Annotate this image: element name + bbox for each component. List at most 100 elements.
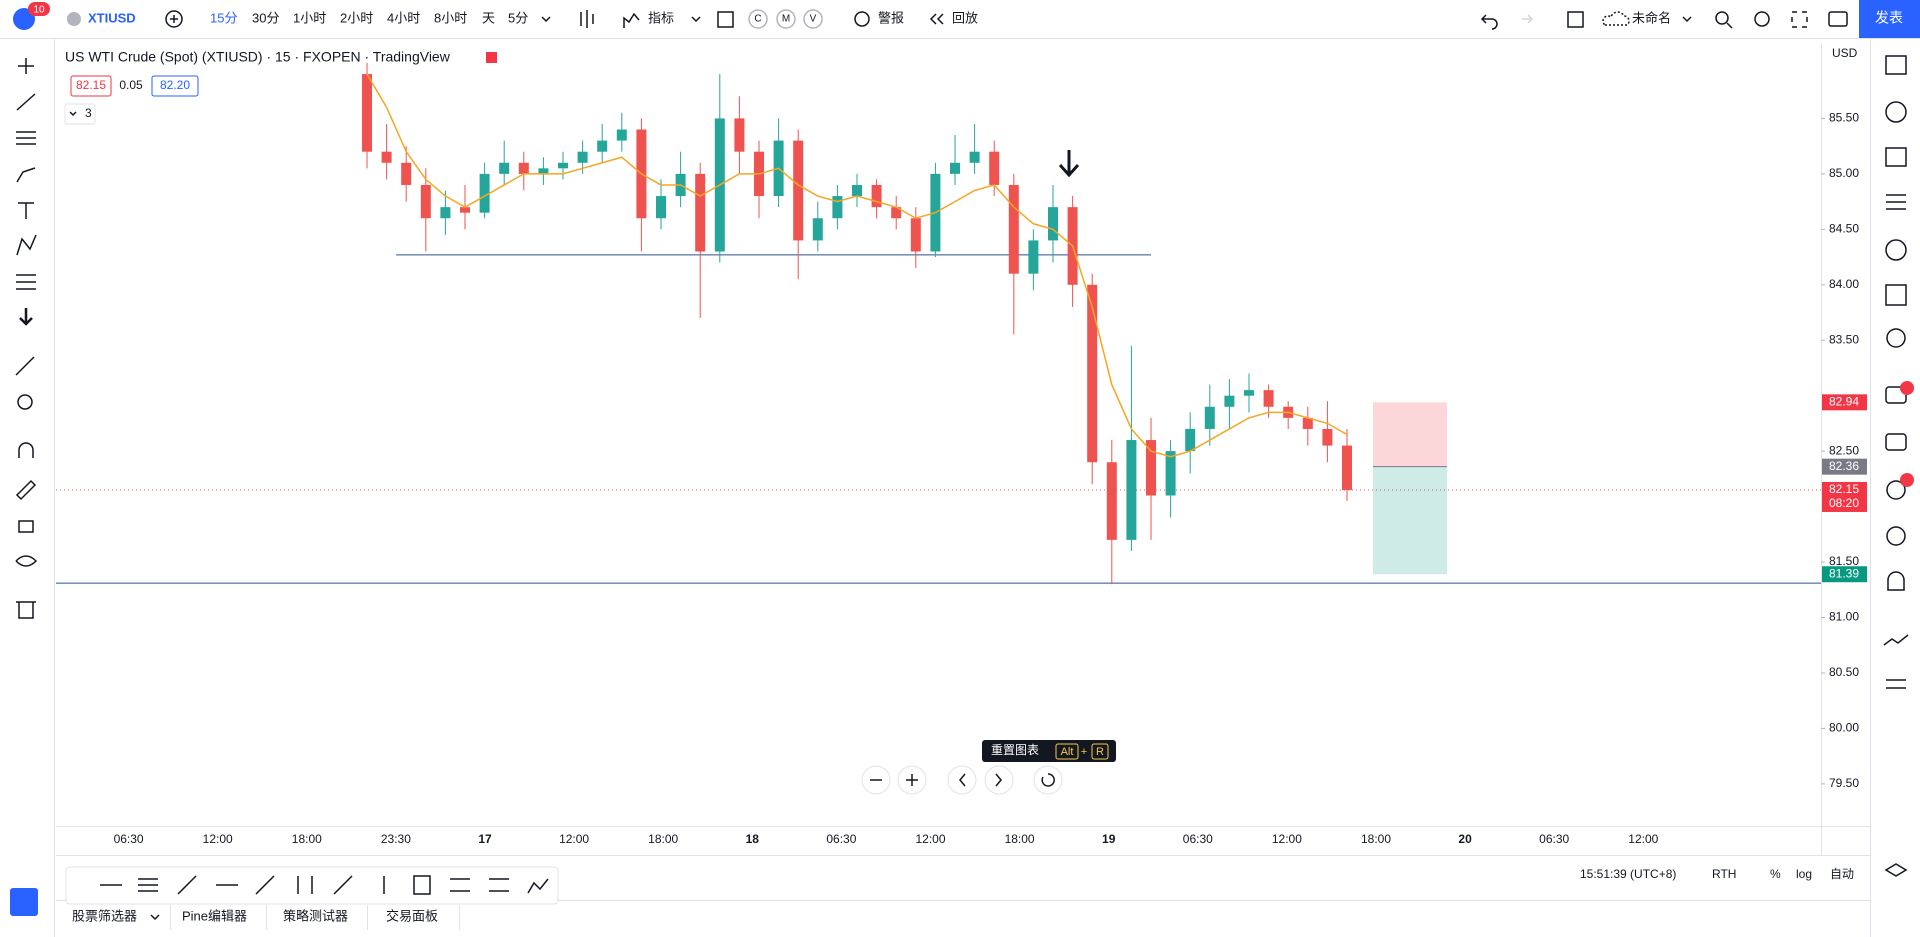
candle-body — [1126, 440, 1137, 540]
tool[interactable] — [138, 878, 158, 892]
ideas[interactable] — [1886, 328, 1906, 348]
market-status — [486, 52, 497, 63]
scroll-right[interactable] — [984, 765, 1014, 795]
symbol[interactable]: XTIUSD — [88, 10, 136, 25]
fullscreen[interactable] — [1791, 11, 1808, 28]
chip[interactable] — [776, 9, 796, 29]
bottom-tab[interactable]: Pine编辑器 — [182, 908, 247, 923]
reward-zone — [1373, 466, 1447, 575]
bottom-tab[interactable]: 策略测试器 — [283, 908, 348, 923]
clock[interactable]: 15:51:39 (UTC+8) — [1580, 867, 1676, 881]
interval[interactable]: 2小时 — [340, 10, 373, 25]
dropdown[interactable] — [1682, 16, 1692, 23]
brush-tool[interactable] — [16, 167, 36, 183]
broadcast[interactable] — [1886, 526, 1906, 546]
candle-body — [812, 218, 823, 241]
chart-type[interactable] — [580, 10, 594, 28]
chats[interactable] — [1885, 386, 1907, 404]
interval[interactable]: 1小时 — [293, 10, 326, 25]
candle-body — [871, 184, 882, 208]
chip[interactable] — [803, 9, 823, 29]
bid-box[interactable] — [70, 75, 112, 97]
candle-body — [479, 173, 490, 213]
interval[interactable]: 4小时 — [387, 10, 420, 25]
alerts[interactable] — [1885, 101, 1907, 123]
snapshot[interactable] — [1828, 11, 1848, 27]
templates[interactable] — [717, 11, 734, 28]
dropdown[interactable] — [150, 914, 160, 921]
lock[interactable] — [18, 520, 34, 533]
redo[interactable] — [1522, 14, 1534, 24]
interval[interactable]: 8小时 — [434, 10, 467, 25]
bottom-tab[interactable]: 交易面板 — [386, 908, 438, 923]
tool[interactable] — [297, 876, 313, 894]
crosshair-tool[interactable] — [18, 58, 34, 74]
tool[interactable] — [489, 878, 509, 892]
arrow-annotation[interactable] — [1058, 150, 1080, 178]
session[interactable]: RTH — [1712, 867, 1736, 881]
reset-chart[interactable] — [1033, 765, 1063, 795]
indicators-count: 3 — [85, 106, 92, 120]
auto-toggle[interactable]: 自动 — [1830, 867, 1854, 881]
draw-mode[interactable] — [15, 479, 37, 501]
alert[interactable]: 警报 — [878, 10, 904, 25]
ask-box[interactable] — [151, 75, 199, 97]
price-badge-label: 82.36 — [1829, 459, 1859, 473]
messages[interactable] — [1885, 433, 1907, 451]
indicators[interactable]: 指标 — [648, 10, 674, 25]
interval[interactable]: 30分 — [252, 10, 279, 25]
currency[interactable]: USD — [1832, 46, 1858, 60]
settings[interactable] — [1754, 11, 1770, 27]
publish-button[interactable] — [1859, 0, 1920, 38]
streams[interactable] — [1886, 480, 1906, 500]
calendar-fire[interactable] — [1885, 239, 1907, 261]
magnet[interactable] — [18, 442, 34, 458]
tool[interactable] — [177, 875, 197, 895]
percent-toggle[interactable]: % — [1770, 867, 1781, 881]
dropdown[interactable] — [691, 16, 701, 23]
chip[interactable] — [748, 9, 768, 29]
zoom-tool[interactable] — [17, 394, 33, 410]
candle-body — [1028, 240, 1039, 274]
interval[interactable]: 天 — [482, 10, 495, 25]
tool[interactable] — [450, 878, 470, 892]
favorites[interactable] — [10, 888, 38, 916]
indicators-toggle[interactable] — [64, 103, 96, 125]
pattern-tool[interactable] — [16, 234, 37, 256]
key — [1055, 743, 1079, 760]
tool[interactable] — [413, 875, 431, 895]
scroll-left[interactable] — [947, 765, 977, 795]
tool[interactable] — [255, 875, 275, 895]
watchlist[interactable] — [1885, 55, 1907, 75]
candle-body — [1204, 406, 1215, 429]
pine[interactable] — [1883, 634, 1909, 646]
visibility[interactable] — [15, 555, 38, 567]
tool[interactable] — [527, 878, 549, 894]
log-toggle[interactable]: log — [1796, 867, 1812, 881]
interval[interactable]: 5分 — [508, 10, 528, 25]
hotlists[interactable] — [1886, 194, 1906, 210]
text-tool[interactable] — [18, 202, 34, 219]
news[interactable] — [1885, 147, 1907, 167]
prediction-tool[interactable] — [16, 274, 36, 290]
undo[interactable] — [1480, 14, 1498, 30]
calendar[interactable] — [1885, 284, 1907, 306]
fullscreen-box[interactable] — [1567, 11, 1584, 28]
avatar[interactable] — [13, 8, 35, 30]
interval-active[interactable]: 15分 — [210, 10, 237, 25]
delete[interactable] — [16, 601, 36, 619]
dropdown[interactable] — [541, 16, 551, 23]
tool[interactable] — [333, 875, 353, 895]
search[interactable] — [1715, 11, 1729, 25]
fib-tool[interactable] — [16, 131, 36, 145]
add-symbol[interactable] — [165, 10, 183, 28]
icon-tool[interactable] — [19, 308, 33, 326]
dom[interactable] — [1886, 679, 1906, 689]
replay[interactable]: 回放 — [952, 10, 978, 25]
layout-name[interactable]: 未命名 — [1632, 10, 1671, 25]
notifications[interactable] — [1887, 571, 1905, 591]
bottom-tab[interactable]: 股票筛选器 — [72, 908, 137, 923]
layers[interactable] — [1884, 863, 1908, 877]
trend-tool[interactable] — [16, 93, 36, 111]
ruler[interactable] — [15, 356, 35, 376]
